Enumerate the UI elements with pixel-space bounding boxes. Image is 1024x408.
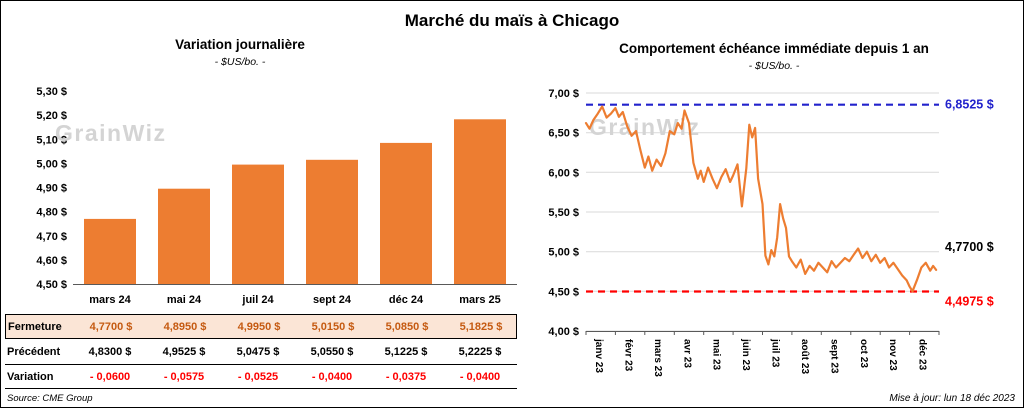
table-cell: - 0,0400: [459, 370, 501, 383]
row-label: Variation: [7, 370, 54, 383]
table-cell: - 0,0575: [163, 370, 205, 383]
row-label: Fermeture: [8, 320, 62, 333]
watermark: GrainWiz: [55, 120, 166, 146]
table-cell: 4,8950 $: [163, 320, 207, 333]
line-chart-subtitle: - $US/bo. -: [748, 60, 800, 72]
bar-chart-title: Variation journalière: [175, 37, 305, 52]
table-header: juil 24: [242, 293, 274, 306]
y-tick-label: 4,60 $: [36, 255, 67, 267]
price-line: [584, 105, 938, 293]
table-cell: 5,1225 $: [384, 345, 428, 358]
x-tick-label: déc 23: [917, 339, 928, 371]
x-tick-label: sept 23: [828, 339, 839, 374]
y-tick-label: 4,90 $: [36, 183, 67, 195]
bar: [232, 164, 284, 284]
x-tick-label: mai 23: [711, 339, 722, 371]
table-cell: 4,7700 $: [89, 320, 133, 333]
table-header: déc 24: [388, 293, 424, 306]
table-cell: 5,0475 $: [236, 345, 280, 358]
last-value-label: 4,7700 $: [945, 240, 994, 254]
update-note: Mise à jour: lun 18 déc 2023: [889, 393, 1015, 404]
bar: [380, 142, 432, 284]
x-tick-label: févr 23: [622, 339, 633, 372]
table-header: mars 24: [89, 293, 131, 306]
y-tick-label: 4,00 $: [548, 326, 579, 338]
table-header: sept 24: [313, 293, 351, 306]
y-tick-label: 4,50 $: [36, 279, 67, 291]
y-tick-label: 4,80 $: [36, 207, 67, 219]
y-tick-label: 5,30 $: [36, 86, 67, 98]
source-note: Source: CME Group: [7, 393, 93, 404]
table-header-row: mars 24 mai 24 juil 24 sept 24 déc 24 ma…: [5, 285, 517, 314]
bar: [84, 218, 136, 284]
table-cell: - 0,0600: [89, 370, 131, 383]
price-table: mars 24 mai 24 juil 24 sept 24 déc 24 ma…: [5, 285, 517, 389]
y-tick-label: 5,20 $: [36, 110, 67, 122]
table-cell: 5,0850 $: [385, 320, 429, 333]
table-cell: 4,9525 $: [162, 345, 206, 358]
table-row-fermeture: Fermeture 4,7700 $ 4,8950 $ 4,9950 $ 5,0…: [5, 314, 517, 339]
x-tick-label: avr 23: [681, 339, 692, 368]
bar: [454, 119, 506, 284]
y-tick-label: 6,50 $: [548, 128, 579, 140]
x-tick-label: nov 23: [887, 339, 898, 371]
high-value-label: 6,8525 $: [945, 98, 994, 112]
x-tick-label: juil 23: [770, 338, 781, 368]
y-tick-label: 5,00 $: [36, 158, 67, 170]
table-cell: - 0,0375: [385, 370, 427, 383]
table-header: mars 25: [459, 293, 501, 306]
bar: [158, 188, 210, 284]
line-chart: 4,00 $ 4,50 $ 5,00 $ 5,50 $ 6,00 $ 6,50 $ 7,00…: [548, 88, 994, 377]
table-cell: 5,1825 $: [459, 320, 503, 333]
table-cell: 5,0550 $: [310, 345, 354, 358]
y-tick-label: 5,00 $: [548, 247, 579, 259]
x-tick-label: juin 23: [740, 338, 751, 371]
low-value-label: 4,4975 $: [945, 295, 994, 309]
bar: [306, 159, 358, 284]
table-cell: - 0,0400: [311, 370, 353, 383]
y-tick-label: 4,50 $: [548, 286, 579, 298]
table-cell: 5,2225 $: [458, 345, 502, 358]
table-cell: 4,8300 $: [88, 345, 132, 358]
table-cell: 5,0150 $: [311, 320, 355, 333]
table-row-variation: Variation - 0,0600 - 0,0575 - 0,0525 - 0…: [5, 364, 517, 389]
y-tick-label: 5,50 $: [548, 207, 579, 219]
bar-chart: 4,50 $ 4,60 $ 4,70 $ 4,80 $ 4,90 $ 5,00 $ 5,10…: [36, 86, 517, 291]
table-cell: - 0,0525: [237, 370, 279, 383]
bar-chart-subtitle: - $US/bo. -: [214, 56, 266, 68]
y-tick-label: 6,00 $: [548, 167, 579, 179]
x-tick-label: oct 23: [858, 339, 869, 368]
y-tick-label: 7,00 $: [548, 88, 579, 100]
table-row-precedent: Précédent 4,8300 $ 4,9525 $ 5,0475 $ 5,0…: [5, 339, 517, 364]
x-tick-label: mars 23: [652, 339, 663, 377]
page-title: Marché du maïs à Chicago: [404, 11, 620, 30]
row-label: Précédent: [7, 345, 61, 358]
y-tick-label: 4,70 $: [36, 231, 67, 243]
line-chart-title: Comportement échéance immédiate depuis 1…: [619, 41, 929, 56]
table-header: mai 24: [166, 293, 202, 306]
x-tick-label: août 23: [799, 339, 810, 374]
x-tick-label: janv 23: [593, 338, 604, 373]
y-tick-label: 5,10 $: [36, 134, 67, 146]
table-cell: 4,9950 $: [237, 320, 281, 333]
